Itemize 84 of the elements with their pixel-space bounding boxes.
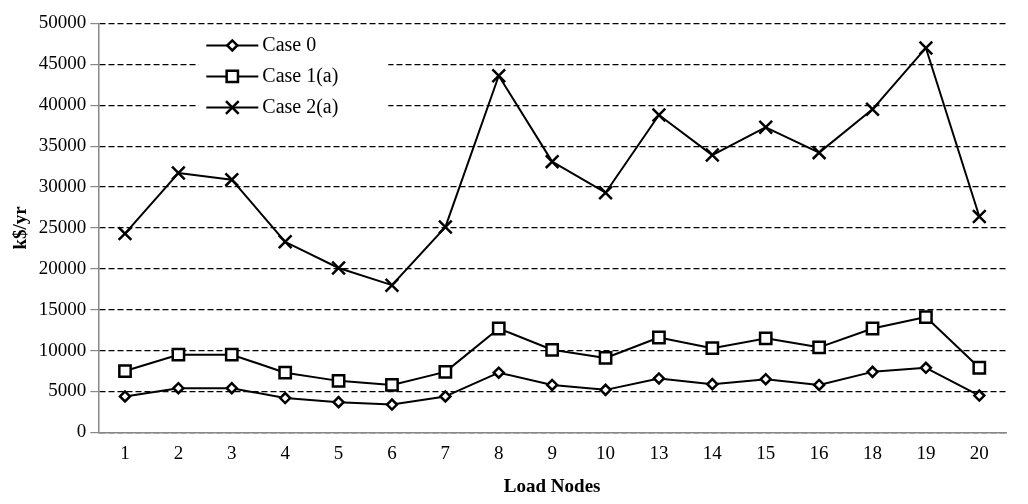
x-tick-label: 10 <box>596 441 616 463</box>
point <box>758 119 774 135</box>
point <box>492 366 506 379</box>
point <box>117 226 133 242</box>
y-tick-label: 35000 <box>38 134 87 156</box>
x-tick-label: 18 <box>863 441 883 463</box>
x-tick-label: 13 <box>649 441 669 463</box>
point <box>332 395 345 409</box>
point <box>918 40 934 56</box>
point <box>385 378 399 392</box>
y-tick-label: 20000 <box>38 256 87 278</box>
y-tick-label: 30000 <box>38 174 87 196</box>
y-tick-label: 25000 <box>38 215 87 237</box>
point <box>973 389 986 402</box>
point <box>599 383 612 397</box>
point <box>812 378 826 392</box>
point <box>439 390 452 403</box>
x-tick-label: 16 <box>809 441 829 463</box>
x-tick-label: 4 <box>280 441 291 463</box>
point <box>118 364 132 378</box>
point <box>919 310 933 324</box>
point <box>277 234 293 250</box>
point <box>385 398 399 411</box>
point <box>972 360 987 375</box>
point <box>811 145 827 161</box>
legend-label: Case 1(a) <box>262 63 339 87</box>
point <box>544 154 560 170</box>
x-tick-label: 5 <box>333 441 344 463</box>
x-axis-title: Load Nodes <box>503 474 601 496</box>
point <box>171 347 186 362</box>
point <box>331 373 346 388</box>
point <box>652 372 666 385</box>
point <box>170 165 187 181</box>
point <box>759 372 772 386</box>
point <box>865 321 880 336</box>
x-tick-label: 20 <box>969 441 989 463</box>
x-tick-label: 9 <box>547 441 557 463</box>
point <box>866 365 879 379</box>
point <box>652 330 666 345</box>
point <box>864 101 881 117</box>
x-tick-label: 7 <box>440 441 451 463</box>
legend-label: Case 2(a) <box>262 94 339 118</box>
x-tick-label: 14 <box>702 441 723 463</box>
point <box>278 391 292 405</box>
point <box>437 219 453 235</box>
point <box>491 68 507 84</box>
point <box>545 342 560 357</box>
x-tick-label: 15 <box>756 441 776 463</box>
y-tick-label: 50000 <box>38 11 87 33</box>
point <box>758 331 773 346</box>
point <box>704 147 720 163</box>
point <box>598 351 613 365</box>
y-tick-label: 0 <box>76 420 87 442</box>
point <box>919 361 933 375</box>
x-tick-label: 19 <box>916 441 936 463</box>
x-tick-label: 1 <box>120 441 130 463</box>
x-tick-label: 6 <box>387 441 397 463</box>
y-axis-title: k$/yr <box>9 205 31 250</box>
point <box>224 172 240 188</box>
x-tick-label: 8 <box>494 441 504 463</box>
point <box>651 107 667 123</box>
point <box>330 260 347 276</box>
point <box>971 208 987 225</box>
legend-label: Case 0 <box>262 32 317 55</box>
y-tick-label: 40000 <box>38 93 87 115</box>
point <box>225 381 239 395</box>
point <box>118 390 132 403</box>
point <box>224 347 239 362</box>
point <box>384 277 400 293</box>
point <box>812 340 827 355</box>
point <box>705 341 720 356</box>
x-tick-label: 2 <box>173 441 184 463</box>
point <box>545 378 559 392</box>
y-tick-label: 15000 <box>38 297 87 319</box>
point <box>278 365 293 380</box>
y-tick-label: 5000 <box>48 379 87 401</box>
y-tick-label: 10000 <box>38 338 87 360</box>
x-tick-label: 3 <box>227 441 237 463</box>
y-tick-label: 45000 <box>38 52 87 74</box>
point <box>706 377 719 391</box>
point <box>491 321 506 336</box>
point <box>597 185 614 201</box>
point <box>172 381 185 395</box>
point <box>438 364 453 379</box>
